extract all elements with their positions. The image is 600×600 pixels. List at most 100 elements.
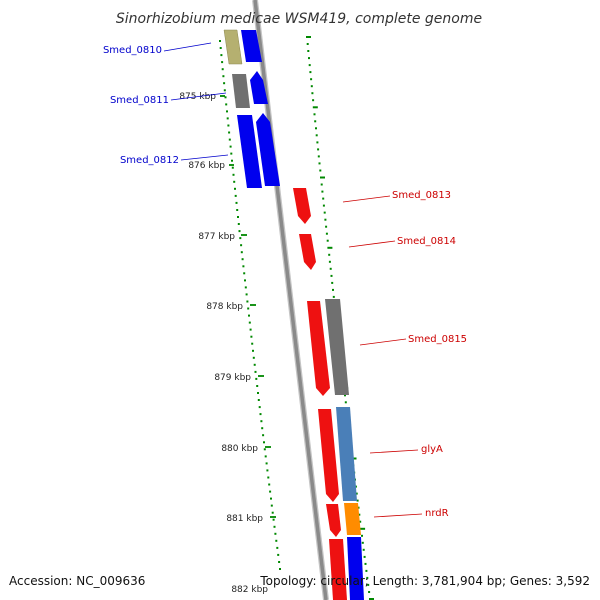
kbp-label: 880 kbp bbox=[221, 444, 258, 454]
tick-mark bbox=[240, 251, 243, 254]
gene-feature-gray-1[interactable] bbox=[232, 74, 250, 108]
gene-feature-smed0814[interactable] bbox=[299, 234, 316, 270]
tick-mark bbox=[257, 392, 259, 394]
gene-label-smed0814[interactable]: Smed_0814 bbox=[397, 236, 456, 247]
tick-mark bbox=[315, 134, 318, 137]
tick-mark bbox=[246, 300, 249, 303]
tick-mark bbox=[364, 562, 367, 565]
tick-mark bbox=[273, 525, 276, 528]
tick-mark bbox=[221, 68, 224, 71]
tick-mark bbox=[311, 92, 314, 95]
tick-mark bbox=[227, 124, 230, 127]
tick-mark bbox=[230, 152, 233, 155]
gene-label-smed0810[interactable]: Smed_0810 bbox=[103, 45, 162, 56]
tick-mark bbox=[368, 591, 371, 593]
tick-mark bbox=[272, 518, 275, 521]
tick-mark bbox=[228, 138, 231, 141]
leader-line bbox=[373, 513, 423, 518]
tick-mark bbox=[309, 71, 312, 74]
tick-mark bbox=[250, 335, 253, 338]
tick-mark bbox=[310, 85, 313, 88]
gene-feature-smed0810[interactable] bbox=[241, 30, 262, 62]
tick-mark bbox=[329, 267, 332, 270]
topology-text: Topology: circular; Length: 3,781,904 bp… bbox=[260, 574, 590, 588]
gene-label-smed0815[interactable]: Smed_0815 bbox=[408, 334, 467, 345]
tick-mark bbox=[322, 204, 325, 207]
gene-feature-glyA[interactable] bbox=[318, 409, 339, 502]
tick-mark bbox=[269, 490, 272, 493]
tick-mark bbox=[224, 96, 227, 99]
gene-feature-nrdR[interactable] bbox=[326, 504, 341, 537]
tick-mark bbox=[255, 377, 258, 380]
tick-mark bbox=[257, 399, 260, 401]
gene-label-smed0811[interactable]: Smed_0811 bbox=[110, 95, 169, 106]
tick-mark bbox=[276, 546, 279, 549]
gene-label-smed0813[interactable]: Smed_0813 bbox=[392, 190, 451, 201]
tick-mark bbox=[323, 211, 326, 214]
accession-text: Accession: NC_009636 bbox=[9, 574, 146, 588]
leader-line bbox=[369, 449, 419, 454]
tick-mark bbox=[306, 43, 309, 45]
tick-mark bbox=[365, 569, 368, 572]
gene-feature-blue-3[interactable] bbox=[237, 115, 262, 188]
tick-mark bbox=[264, 455, 267, 458]
tick-mark bbox=[359, 520, 362, 523]
gene-feature-steelblue[interactable] bbox=[336, 407, 357, 501]
gene-feature-gray-2[interactable] bbox=[325, 299, 349, 395]
kbp-label: 879 kbp bbox=[214, 373, 251, 383]
tick-mark bbox=[327, 246, 333, 249]
tick-mark bbox=[331, 281, 334, 284]
leader-line bbox=[163, 42, 212, 52]
kbp-label: 877 kbp bbox=[198, 232, 235, 242]
tick-mark bbox=[325, 225, 328, 228]
tick-mark bbox=[238, 230, 241, 233]
tick-mark bbox=[324, 218, 327, 221]
tick-mark bbox=[270, 504, 273, 507]
kbp-label: 881 kbp bbox=[226, 514, 263, 524]
gene-feature-smed0811[interactable] bbox=[250, 71, 268, 104]
tick-mark bbox=[234, 187, 236, 190]
tick-mark bbox=[325, 232, 328, 235]
kbp-axis: 875 kbp 876 kbp 877 kbp 878 kbp 879 kbp … bbox=[179, 92, 276, 595]
tick-mark bbox=[316, 141, 319, 144]
tick-mark bbox=[221, 61, 224, 64]
gene-feature-smed0812[interactable] bbox=[256, 113, 280, 186]
kbp-label: 875 kbp bbox=[179, 92, 216, 102]
kbp-label: 878 kbp bbox=[206, 302, 243, 312]
tick-mark bbox=[321, 190, 324, 193]
gene-label-nrdR[interactable]: nrdR bbox=[425, 508, 449, 519]
tick-mark bbox=[231, 159, 233, 162]
gene-feature-smed0813[interactable] bbox=[293, 188, 311, 224]
tick-mark bbox=[242, 265, 245, 268]
gene-feature-smed0815[interactable] bbox=[307, 301, 330, 396]
tick-mark bbox=[351, 457, 357, 460]
tick-mark bbox=[361, 534, 363, 537]
gene-feature-blue-bottom[interactable] bbox=[347, 537, 364, 600]
tick-mark bbox=[310, 78, 313, 81]
gene-label-smed0812[interactable]: Smed_0812 bbox=[120, 155, 179, 166]
tick-mark bbox=[223, 82, 226, 85]
tick-mark bbox=[317, 155, 320, 158]
genome-backbone-core bbox=[253, 0, 328, 600]
tick-mark bbox=[312, 99, 315, 102]
gene-label-glyA[interactable]: glyA bbox=[421, 444, 443, 455]
gene-feature-khaki[interactable] bbox=[223, 29, 243, 65]
kbp-label: 882 kbp bbox=[231, 585, 268, 595]
tick-mark bbox=[244, 279, 246, 282]
tick-mark bbox=[219, 47, 222, 49]
tick-mark bbox=[344, 394, 346, 397]
gene-feature-red-bottom[interactable] bbox=[329, 539, 347, 600]
tick-ring-left bbox=[219, 40, 281, 570]
tick-mark bbox=[366, 576, 369, 579]
tick-mark bbox=[226, 110, 228, 113]
tick-mark bbox=[256, 385, 259, 387]
tick-mark bbox=[235, 201, 238, 204]
gene-feature-orange[interactable] bbox=[344, 503, 361, 535]
tick-mark bbox=[320, 176, 325, 179]
tick-mark bbox=[260, 420, 263, 423]
tick-mark bbox=[266, 469, 269, 472]
tick-mark bbox=[356, 499, 359, 502]
tick-mark bbox=[251, 342, 254, 345]
tick-mark bbox=[318, 162, 321, 165]
tick-mark bbox=[229, 145, 232, 148]
